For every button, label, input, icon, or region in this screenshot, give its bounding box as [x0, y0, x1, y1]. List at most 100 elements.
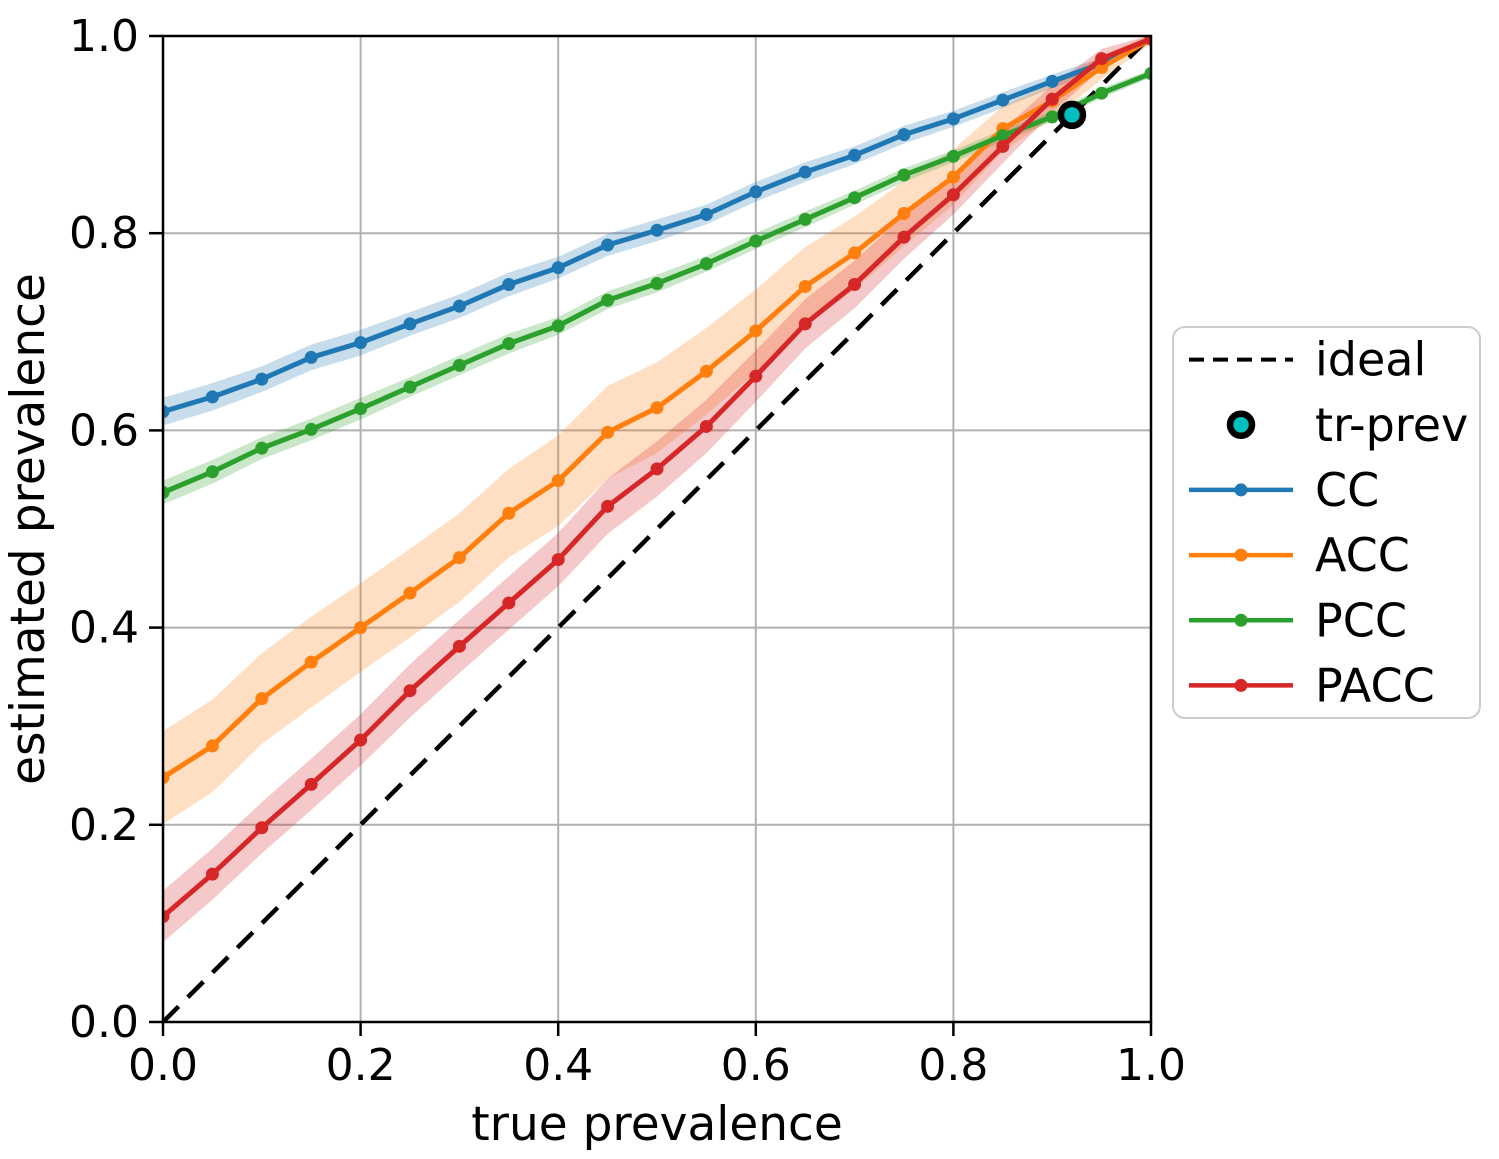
data-point-CC — [749, 185, 763, 199]
data-point-PACC — [403, 684, 417, 698]
legend-sample-marker-PACC — [1234, 678, 1248, 692]
data-point-CC — [946, 112, 960, 126]
data-point-CC — [996, 93, 1010, 107]
x-tick-label: 0.0 — [128, 1040, 198, 1091]
data-point-ACC — [502, 506, 516, 520]
data-point-PCC — [1095, 86, 1109, 100]
tr-prev-marker — [1057, 100, 1087, 130]
y-tick-label: 0.8 — [69, 208, 139, 259]
data-point-PCC — [304, 422, 318, 436]
legend-label-tr-prev: tr-prev — [1315, 398, 1468, 452]
data-point-PCC — [996, 129, 1010, 143]
data-point-PACC — [502, 596, 516, 610]
x-tick-label: 0.4 — [523, 1040, 593, 1091]
legend-sample-marker-CC — [1234, 483, 1248, 497]
data-point-CC — [1045, 74, 1059, 88]
data-point-ACC — [798, 279, 812, 293]
data-point-CC — [798, 165, 812, 179]
data-point-ACC — [255, 692, 269, 706]
data-point-CC — [205, 390, 219, 404]
data-point-PCC — [699, 257, 713, 271]
data-point-PACC — [798, 317, 812, 331]
x-axis-label: true prevalence — [471, 1097, 843, 1152]
data-point-CC — [650, 223, 664, 237]
data-point-ACC — [749, 324, 763, 338]
data-point-PCC — [601, 293, 615, 307]
axes-spines — [161, 34, 1153, 1024]
legend-label-ACC: ACC — [1315, 528, 1410, 582]
data-point-PCC — [502, 337, 516, 351]
data-point-PACC — [452, 639, 466, 653]
series-markers-CC — [163, 36, 1151, 419]
series-markers-PCC — [163, 66, 1151, 500]
data-point-PCC — [255, 441, 269, 455]
data-point-PACC — [205, 867, 219, 881]
legend-label-CC: CC — [1315, 463, 1379, 517]
y-tick-label: 0.6 — [69, 405, 139, 456]
data-point-PCC — [551, 319, 565, 333]
x-tick-label: 0.8 — [918, 1040, 988, 1091]
y-tick-label: 0.2 — [69, 800, 139, 851]
data-point-PACC — [601, 499, 615, 513]
data-point-ACC — [452, 551, 466, 565]
y-tick-label: 1.0 — [69, 11, 139, 62]
data-point-PCC — [749, 234, 763, 248]
data-point-PACC — [946, 188, 960, 202]
data-point-CC — [897, 128, 911, 142]
data-point-ACC — [946, 170, 960, 184]
data-point-ACC — [848, 246, 862, 260]
plot-contents — [163, 36, 1151, 1022]
data-point-ACC — [205, 739, 219, 753]
confidence-band-PACC — [163, 36, 1151, 943]
x-tick-label: 1.0 — [1116, 1040, 1186, 1091]
data-point-PACC — [897, 230, 911, 244]
data-point-PCC — [163, 486, 170, 500]
data-point-PCC — [946, 149, 960, 163]
series-markers-PACC — [163, 36, 1151, 923]
data-point-ACC — [304, 655, 318, 669]
data-point-CC — [502, 277, 516, 291]
data-point-ACC — [354, 621, 368, 635]
tick-marks — [149, 34, 1153, 1036]
data-point-CC — [255, 372, 269, 386]
data-point-PACC — [551, 553, 565, 567]
y-tick-label: 0.4 — [69, 603, 139, 654]
legend-label-ideal: ideal — [1315, 333, 1426, 387]
data-point-CC — [163, 405, 170, 419]
data-point-CC — [551, 261, 565, 275]
data-point-ACC — [551, 474, 565, 488]
data-point-PACC — [163, 909, 170, 923]
data-point-PCC — [897, 168, 911, 182]
data-point-PCC — [650, 276, 664, 290]
legend-label-PACC: PACC — [1315, 658, 1435, 712]
data-point-CC — [699, 207, 713, 221]
legend-label-PCC: PCC — [1315, 593, 1407, 647]
data-point-PCC — [205, 465, 219, 479]
data-point-PACC — [749, 369, 763, 383]
data-point-CC — [601, 238, 615, 252]
data-point-CC — [452, 299, 466, 313]
data-point-ACC — [163, 770, 170, 784]
data-point-PACC — [304, 777, 318, 791]
data-point-PACC — [848, 277, 862, 291]
data-point-ACC — [897, 206, 911, 220]
legend-sample-marker-PCC — [1234, 613, 1248, 627]
data-point-ACC — [403, 586, 417, 600]
data-point-CC — [403, 317, 417, 331]
data-point-PCC — [452, 358, 466, 372]
data-point-PCC — [1045, 110, 1059, 124]
data-point-PCC — [1144, 66, 1151, 80]
data-point-PCC — [354, 402, 368, 416]
y-tick-label: 0.0 — [69, 997, 139, 1048]
data-point-CC — [304, 350, 318, 364]
data-point-ACC — [601, 425, 615, 439]
data-point-PACC — [699, 419, 713, 433]
legend-sample-marker-ACC — [1234, 548, 1248, 562]
data-point-CC — [354, 336, 368, 350]
legend: ideal tr-prev CC ACC PCC PACC — [1172, 326, 1481, 719]
data-point-PCC — [798, 212, 812, 226]
data-point-PACC — [996, 139, 1010, 153]
data-point-PACC — [1095, 52, 1109, 66]
